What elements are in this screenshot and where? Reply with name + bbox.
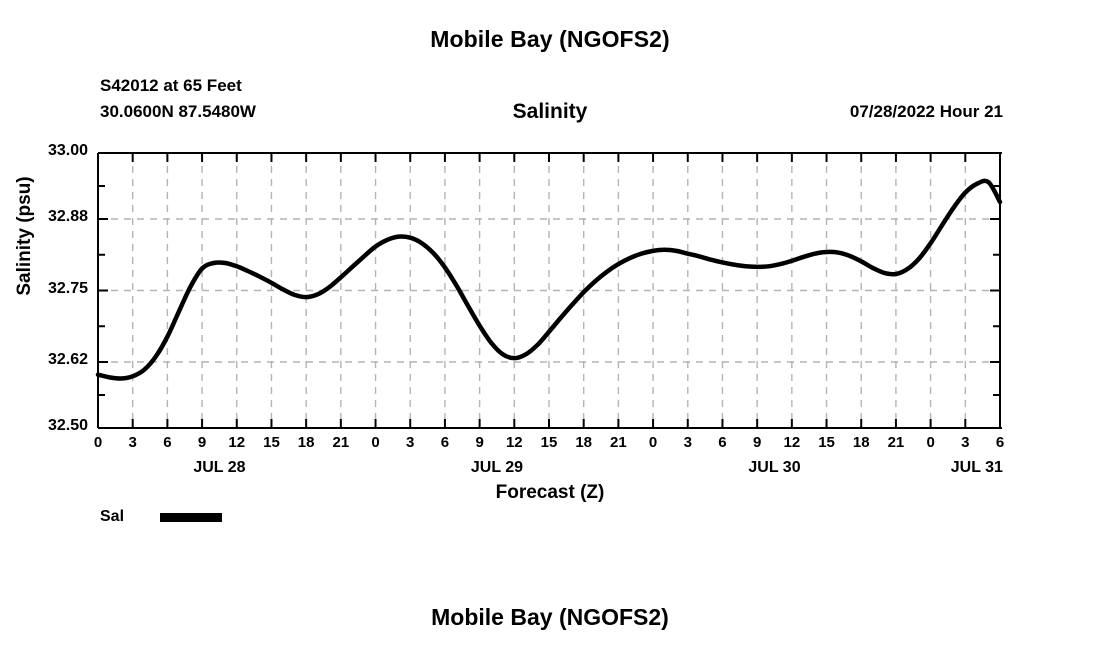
page-title-bottom: Mobile Bay (NGOFS2): [431, 604, 669, 630]
x-axis-tick: 0: [371, 434, 380, 451]
x-axis-tick: 15: [540, 434, 558, 451]
y-axis-tick: 32.62: [47, 351, 88, 368]
x-axis-tick: 6: [440, 434, 450, 451]
model-run-timestamp: 07/28/2022 Hour 21: [849, 102, 1003, 121]
x-axis-tick: 3: [961, 434, 970, 451]
y-axis-title: Salinity (psu): [14, 176, 35, 296]
x-axis-tick: 12: [505, 434, 523, 451]
x-axis-title: Forecast (Z): [495, 482, 605, 503]
x-axis-tick: 18: [852, 434, 870, 451]
x-axis-day-label: JUL 30: [748, 459, 801, 476]
chart-legend: Sal: [100, 508, 223, 526]
x-axis-tick: 6: [163, 434, 172, 451]
x-axis-tick: 15: [818, 434, 835, 451]
station-coordinates: 30.0600N 87.5480W: [100, 102, 256, 121]
y-axis-tick: 33.00: [47, 142, 88, 159]
x-axis-tick: 15: [263, 434, 280, 451]
x-axis-day-label: JUL 28: [193, 459, 246, 476]
x-axis-tick: 0: [648, 434, 658, 451]
y-axis-tick: 32.50: [47, 417, 88, 434]
y-axis-tick: 32.75: [47, 279, 88, 297]
x-axis-tick: 21: [610, 434, 627, 451]
station-name: S42012 at 65 Feet: [100, 76, 242, 95]
x-axis-day-label: JUL 31: [950, 459, 1003, 476]
x-axis-tick: 21: [887, 434, 905, 451]
page-title-top: Mobile Bay (NGOFS2): [430, 26, 670, 52]
x-axis-tick: 9: [475, 434, 484, 451]
series-line-0: [95, 178, 1003, 381]
x-axis-tick: 3: [406, 434, 415, 451]
chart-subtitle: Salinity: [512, 100, 588, 123]
x-axis-tick: 21: [332, 434, 350, 451]
legend-line-swatch: [160, 512, 223, 522]
x-axis-tick: 3: [128, 434, 137, 451]
x-axis-tick: 0: [93, 434, 103, 451]
y-axis-tick: 32.88: [47, 208, 88, 225]
x-axis-tick: 0: [926, 434, 935, 451]
x-axis-tick: 9: [752, 434, 762, 451]
x-axis-tick: 18: [575, 434, 593, 451]
x-axis-tick: 6: [995, 434, 1005, 451]
x-axis-tick: 3: [683, 434, 692, 451]
x-axis-tick: 12: [228, 434, 246, 451]
x-axis-tick: 12: [783, 434, 801, 451]
x-axis-tick: 6: [718, 434, 727, 451]
x-axis-tick: 18: [297, 434, 315, 451]
legend-item-label: Sal: [100, 508, 125, 525]
x-axis-day-label: JUL 29: [470, 459, 524, 476]
x-axis-tick: 9: [197, 434, 207, 451]
